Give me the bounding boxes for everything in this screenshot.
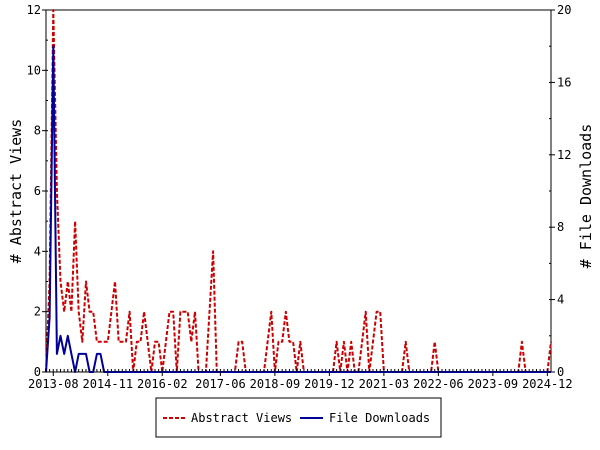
x-tick-label: 2019-12: [304, 377, 355, 391]
series-layer: [45, 9, 552, 373]
x-tick-label: 2014-11: [82, 377, 133, 391]
legend-label-file-downloads: File Downloads: [329, 411, 430, 425]
y-tick-label: 0: [34, 365, 41, 379]
y2-tick-label: 16: [557, 75, 571, 89]
y2-tick-label: 4: [557, 293, 564, 307]
y-tick-label: 4: [34, 244, 41, 258]
y2-tick-label: 8: [557, 220, 564, 234]
y-tick-label: 6: [34, 184, 41, 198]
axis-layer: 2013-08 2014-11 2016-02 2017-06 2018-09 2019-…: [27, 3, 573, 391]
x-tick-label: 2017-06: [195, 377, 246, 391]
y-axis-title: # Abstract Views: [7, 119, 25, 264]
x-tick-label: 2018-09: [250, 377, 301, 391]
x-tick-label: 2022-06: [413, 377, 464, 391]
series-line-file-downloads: [45, 45, 551, 373]
plot-area: [45, 9, 552, 373]
legend-box: [155, 397, 442, 438]
x-tick-label: 2013-08: [28, 377, 79, 391]
legend: Abstract Views File Downloads: [155, 397, 442, 438]
y-tick-label: 10: [27, 63, 41, 77]
y-tick-label: 8: [34, 124, 41, 138]
x-tick-label: 2023-09: [468, 377, 519, 391]
y-tick-label: 2: [34, 305, 41, 319]
x-tick-label: 2021-03: [359, 377, 410, 391]
x-tick-label: 2016-02: [137, 377, 188, 391]
x-tick-label: 2024-12: [522, 377, 573, 391]
legend-label-abstract-views: Abstract Views: [191, 411, 292, 425]
y-tick-label: 12: [27, 3, 41, 17]
y2-tick-label: 0: [557, 365, 564, 379]
y2-tick-label: 20: [557, 3, 571, 17]
y2-axis-title: # File Downloads: [577, 124, 595, 269]
y2-tick-label: 12: [557, 148, 571, 162]
